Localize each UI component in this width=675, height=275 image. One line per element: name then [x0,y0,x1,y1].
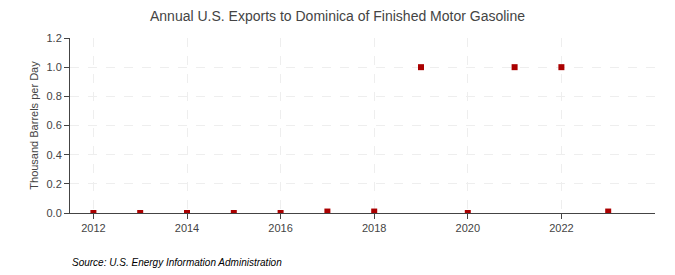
svg-text:0.8: 0.8 [47,90,62,102]
svg-text:Annual U.S. Exports to Dominic: Annual U.S. Exports to Dominica of Finis… [150,8,525,24]
svg-text:2020: 2020 [456,222,480,234]
svg-text:2016: 2016 [268,222,292,234]
svg-text:2012: 2012 [81,222,105,234]
svg-text:2022: 2022 [549,222,573,234]
svg-text:1.2: 1.2 [47,32,62,44]
svg-text:0.2: 0.2 [47,178,62,190]
svg-text:0.4: 0.4 [47,149,62,161]
svg-text:0.0: 0.0 [47,207,62,219]
svg-text:0.6: 0.6 [47,119,62,131]
svg-text:2014: 2014 [175,222,199,234]
svg-text:2018: 2018 [362,222,386,234]
svg-text:Thousand Barrels per Day: Thousand Barrels per Day [28,61,40,190]
svg-text:Source: U.S. Energy Informatio: Source: U.S. Energy Information Administ… [72,257,282,268]
svg-text:1.0: 1.0 [47,61,62,73]
